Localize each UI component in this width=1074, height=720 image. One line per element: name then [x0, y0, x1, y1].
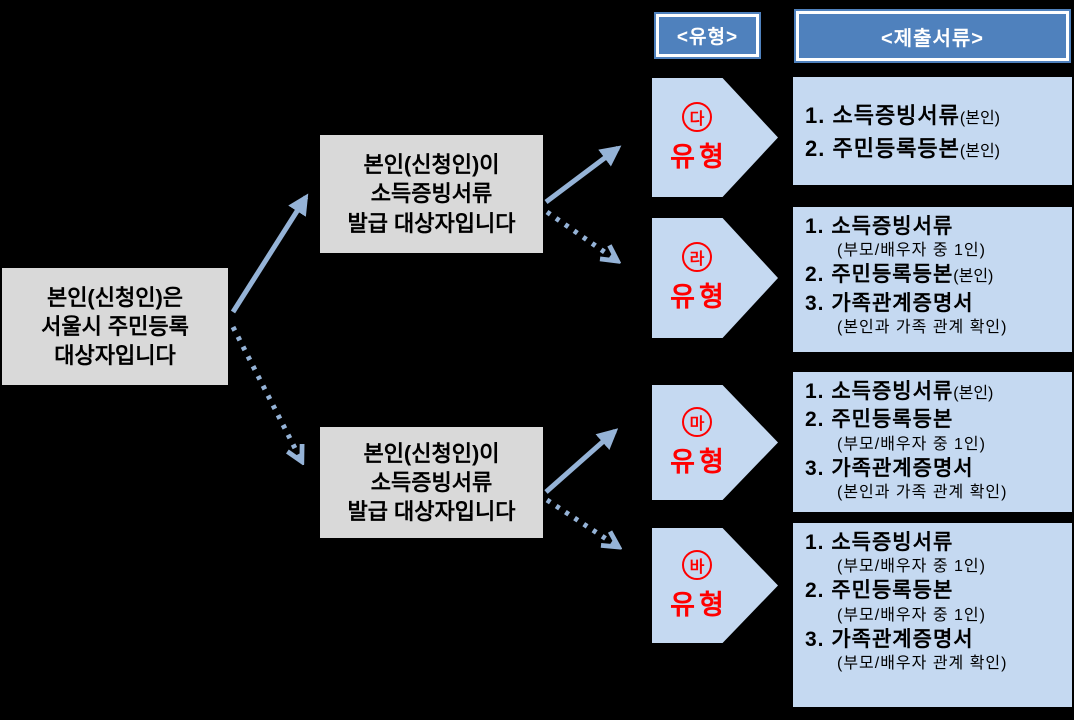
documents-box-da: 1. 소득증빙서류(본인) 2. 주민등록등본(본인) — [793, 77, 1072, 185]
documents-box-ba: 1. 소득증빙서류 (부모/배우자 중 1인) 2. 주민등록등본 (부모/배우… — [793, 523, 1072, 707]
document-subnote: (부모/배우자 중 1인) — [837, 606, 986, 624]
connector-top-to-da-solid — [544, 145, 622, 204]
document-item: 3. 가족관계증명서 — [805, 291, 974, 315]
connector-root-to-top-solid — [230, 193, 309, 314]
documents-box-ra: 1. 소득증빙서류 (부모/배우자 중 1인) 2. 주민등록등본(본인) 3.… — [793, 207, 1072, 352]
connector-root-to-bottom-dotted — [230, 325, 301, 460]
document-note: (본인) — [953, 268, 994, 286]
condition-line: 본인(신청인)이 — [363, 440, 500, 466]
connector-top-to-ra-dotted — [545, 209, 616, 260]
document-item: 2. 주민등록등본 — [805, 579, 954, 603]
connector-bottom-to-ma-solid — [544, 428, 619, 494]
document-note: (본인) — [959, 110, 1001, 127]
documents-box-ma: 1. 소득증빙서류(본인) 2. 주민등록등본 (부모/배우자 중 1인) 3.… — [793, 372, 1072, 512]
condition-box-top: 본인(신청인)이 소득증빙서류 발급 대상자입니다 — [320, 135, 543, 253]
document-subnote: (부모/배우자 중 1인) — [837, 558, 986, 576]
type-label: 유형 — [670, 141, 728, 172]
connector-bottom-to-ba-dotted — [545, 497, 617, 546]
condition-line: 소득증빙서류 — [370, 469, 493, 495]
document-note: (본인) — [953, 385, 994, 402]
document-item: 2. 주민등록등본(본인) — [805, 263, 994, 287]
condition-line: 발급 대상자입니다 — [347, 499, 516, 525]
type-shape-ba: 바 유형 — [652, 528, 778, 643]
condition-line: 소득증빙서류 — [370, 181, 493, 207]
type-label: 유형 — [670, 589, 728, 620]
type-shape-da: 다 유형 — [652, 78, 778, 197]
type-shape-ra: 라 유형 — [652, 218, 778, 338]
documents-column-header: <제출서류> — [794, 9, 1071, 63]
document-item: 1. 소득증빙서류 — [805, 215, 954, 238]
document-subnote: (부모/배우자 중 1인) — [837, 435, 986, 453]
document-item: 3. 가족관계증명서 — [805, 456, 974, 480]
type-column-header: <유형> — [654, 12, 761, 59]
document-item: 1. 소득증빙서류(본인) — [805, 380, 994, 403]
type-badge-circle: 바 — [682, 549, 712, 580]
condition-box-bottom: 본인(신청인)이 소득증빙서류 발급 대상자입니다 — [320, 427, 543, 538]
root-condition-line: 서울시 주민등록 — [41, 313, 189, 339]
document-note: (본인) — [959, 143, 1001, 160]
root-condition-box: 본인(신청인)은 서울시 주민등록 대상자입니다 — [2, 268, 228, 385]
root-condition-line: 본인(신청인)은 — [46, 284, 184, 310]
root-condition-line: 대상자입니다 — [54, 343, 176, 369]
document-item: 1. 소득증빙서류 — [805, 531, 954, 554]
document-subnote: (부모/배우자 중 1인) — [837, 242, 986, 260]
condition-line: 본인(신청인)이 — [363, 152, 500, 178]
document-subnote: (본인과 가족 관계 확인) — [837, 319, 1008, 337]
type-badge-circle: 라 — [682, 242, 712, 272]
type-badge-circle: 다 — [682, 101, 712, 132]
document-item: 1. 소득증빙서류(본인) — [805, 103, 1001, 128]
document-item: 2. 주민등록등본 — [805, 408, 954, 432]
document-subnote: (부모/배우자 관계 확인) — [837, 655, 1008, 673]
type-badge-circle: 마 — [682, 406, 712, 437]
condition-line: 발급 대상자입니다 — [347, 210, 516, 236]
type-shape-ma: 마 유형 — [652, 385, 778, 500]
type-label: 유형 — [670, 282, 728, 312]
document-item: 3. 가족관계증명서 — [805, 627, 974, 651]
document-item: 2. 주민등록등본(본인) — [805, 136, 1001, 161]
document-subnote: (본인과 가족 관계 확인) — [837, 484, 1008, 502]
type-label: 유형 — [670, 446, 728, 477]
